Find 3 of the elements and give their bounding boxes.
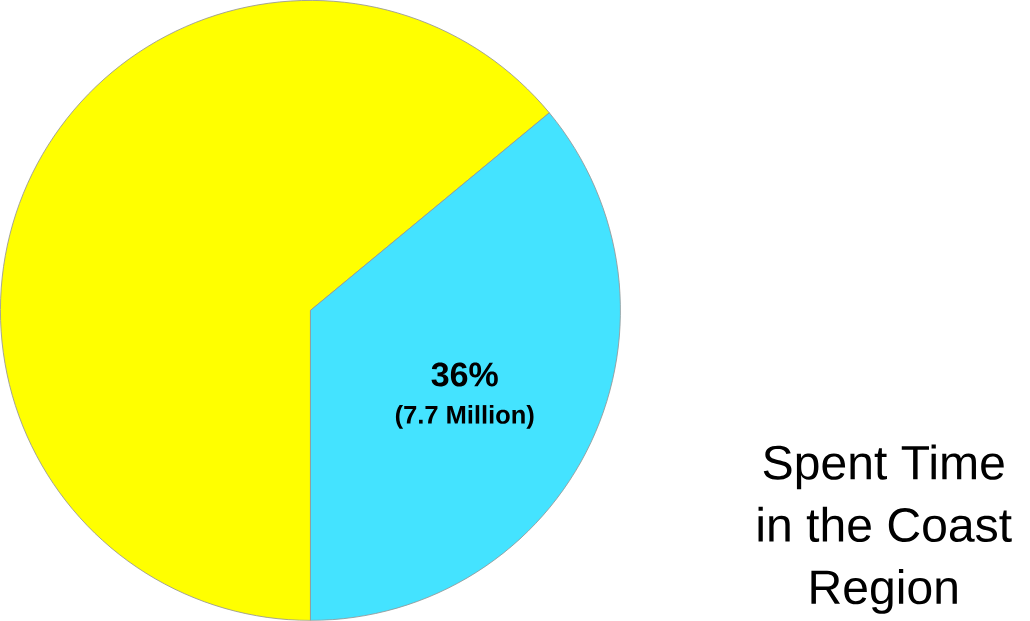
- data-label: 36%: [431, 362, 498, 387]
- text: (7.7 Million): [395, 405, 534, 429]
- slice-label: Spent Time in the Coast Region: [758, 444, 1012, 614]
